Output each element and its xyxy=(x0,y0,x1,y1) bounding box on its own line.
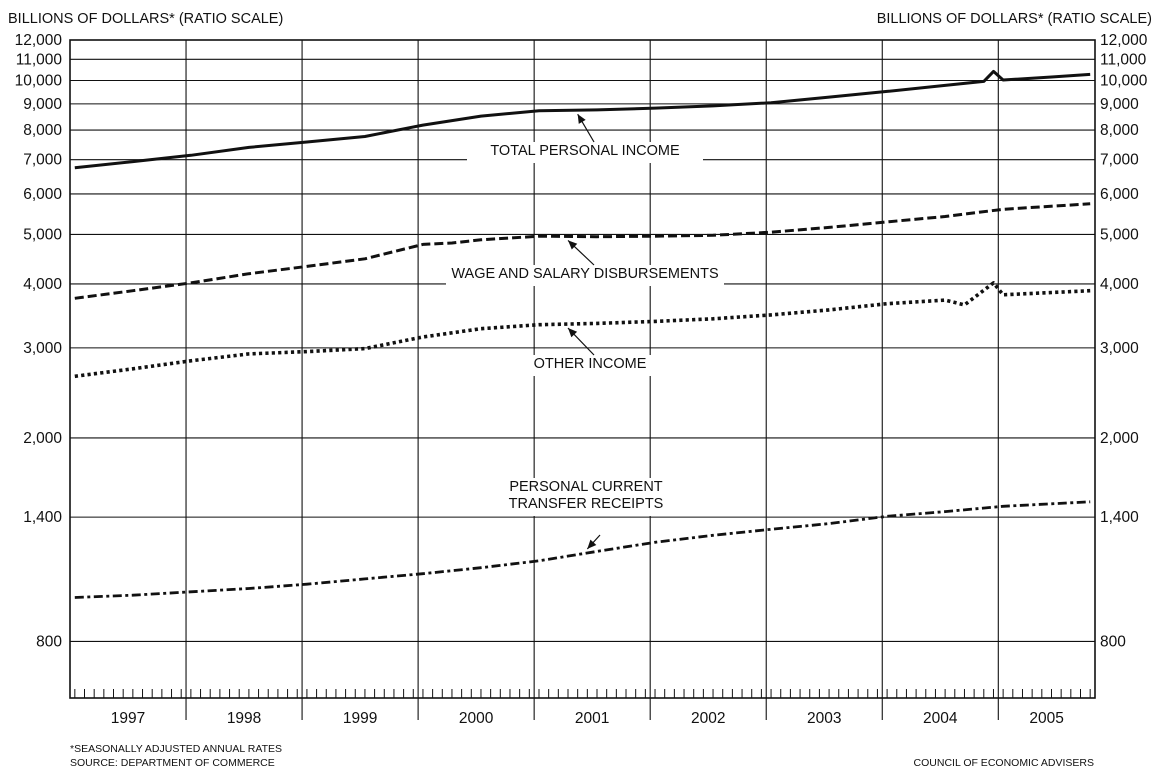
y-tick-label-left: 10,000 xyxy=(15,72,63,89)
y-tick-label-right: 11,000 xyxy=(1100,51,1147,68)
x-tick-label-1997: 1997 xyxy=(111,710,145,727)
y-axis-label-right: BILLIONS OF DOLLARS* (RATIO SCALE) xyxy=(877,11,1152,27)
y-tick-label-left: 800 xyxy=(36,633,62,650)
annotation-backdrop xyxy=(446,265,724,286)
y-tick-label-right: 4,000 xyxy=(1100,276,1139,293)
annotation-backdrop xyxy=(503,478,668,516)
footnote-credit: COUNCIL OF ECONOMIC ADVISERS xyxy=(914,757,1094,769)
annotations: TOTAL PERSONAL INCOME WAGE AND SALARY DIS… xyxy=(446,113,724,550)
y-tick-label-right: 9,000 xyxy=(1100,96,1139,113)
y-tick-label-right: 800 xyxy=(1100,633,1126,650)
y-tick-label-left: 3,000 xyxy=(23,340,62,357)
y-tick-label-left: 6,000 xyxy=(23,186,62,203)
y-tick-label-left: 9,000 xyxy=(23,96,62,113)
y-tick-label-right: 7,000 xyxy=(1100,152,1139,169)
y-tick-label-right: 3,000 xyxy=(1100,340,1139,357)
x-tick-label-2003: 2003 xyxy=(807,710,841,727)
annotation-arrowhead xyxy=(587,539,597,549)
annotation-label: PERSONAL CURRENT xyxy=(509,479,662,495)
y-axis-ticks: 800 800 1,400 1,400 2,000 2,000 3,000 3,000 4,00… xyxy=(15,32,1148,650)
y-tick-label-left: 2,000 xyxy=(23,430,62,447)
series-line-wage-and-salary-disbursements xyxy=(74,202,1091,300)
annotation-label: OTHER INCOME xyxy=(534,356,647,372)
x-axis: 1997 1998 1999 2000 2001 2002 2003 2004 2005 xyxy=(74,689,1091,727)
series-line-personal-current-transfer-receipts xyxy=(74,500,1091,599)
series-line-total-personal-income xyxy=(74,69,1091,170)
annotation-label: WAGE AND SALARY DISBURSEMENTS xyxy=(451,266,718,282)
y-tick-label-left: 4,000 xyxy=(23,276,62,293)
footnote-note: *SEASONALLY ADJUSTED ANNUAL RATES xyxy=(70,743,282,755)
x-tick-label-1998: 1998 xyxy=(227,710,261,727)
y-tick-label-right: 8,000 xyxy=(1100,122,1139,139)
y-tick-label-left: 12,000 xyxy=(15,32,63,49)
y-tick-label-right: 10,000 xyxy=(1100,72,1148,89)
y-tick-label-left: 1,400 xyxy=(23,509,62,526)
x-tick-label-2002: 2002 xyxy=(691,710,725,727)
x-tick-label-2004: 2004 xyxy=(923,710,958,727)
plot-frame xyxy=(69,39,1096,699)
x-tick-label-2005: 2005 xyxy=(1029,710,1063,727)
y-axis-label-left: BILLIONS OF DOLLARS* (RATIO SCALE) xyxy=(8,11,283,27)
y-tick-label-left: 8,000 xyxy=(23,122,62,139)
annotation-backdrop xyxy=(528,355,652,376)
annotation-arrowhead xyxy=(567,240,578,250)
footnote-source: SOURCE: DEPARTMENT OF COMMERCE xyxy=(70,757,275,769)
y-tick-label-left: 5,000 xyxy=(23,226,62,243)
y-tick-label-right: 5,000 xyxy=(1100,226,1139,243)
y-tick-label-right: 2,000 xyxy=(1100,430,1139,447)
x-tick-label-2000: 2000 xyxy=(459,710,494,727)
annotation-arrowhead xyxy=(577,114,586,124)
x-tick-label-2001: 2001 xyxy=(575,710,609,727)
x-tick-label-1999: 1999 xyxy=(343,710,377,727)
y-tick-label-left: 7,000 xyxy=(23,152,62,169)
annotation-arrowhead xyxy=(567,328,578,338)
series-lines xyxy=(74,69,1091,599)
annotation-label: TOTAL PERSONAL INCOME xyxy=(490,143,680,159)
y-tick-label-right: 12,000 xyxy=(1100,32,1148,49)
y-tick-label-right: 1,400 xyxy=(1100,509,1139,526)
annotation-label: TRANSFER RECEIPTS xyxy=(509,496,664,512)
annotation-backdrop xyxy=(467,142,703,163)
y-tick-label-left: 11,000 xyxy=(16,51,63,68)
y-tick-label-right: 6,000 xyxy=(1100,186,1139,203)
series-line-other-income xyxy=(74,281,1091,379)
